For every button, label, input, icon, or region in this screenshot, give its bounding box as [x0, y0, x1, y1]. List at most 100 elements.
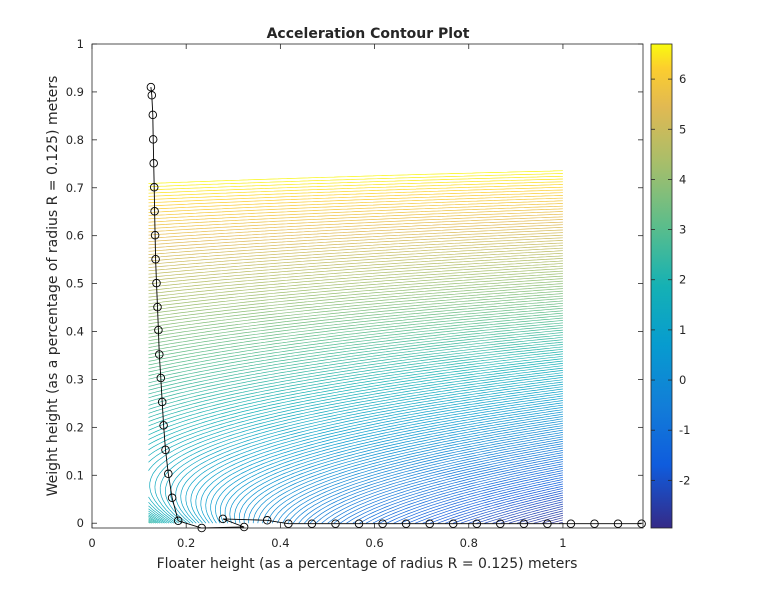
- data-point: [149, 159, 158, 168]
- colorbar-tick-label: -2: [679, 473, 690, 487]
- contour-line: [148, 170, 563, 184]
- data-point: [154, 325, 163, 335]
- contour-line: [175, 384, 563, 524]
- contour-line: [148, 355, 563, 524]
- contour-line: [148, 213, 563, 236]
- contour-line: [148, 300, 563, 348]
- data-point: [472, 519, 482, 528]
- data-point: [307, 519, 317, 528]
- contour-line: [148, 290, 563, 335]
- contour-line: [148, 334, 563, 399]
- contour-line: [148, 370, 563, 524]
- contour-line: [205, 397, 563, 524]
- contour-line: [148, 184, 563, 200]
- colorbar-tick-label: 6: [679, 72, 686, 86]
- data-point: [146, 82, 156, 92]
- contour-line: [148, 229, 563, 255]
- contour-line: [148, 221, 563, 246]
- data-point: [331, 519, 340, 528]
- contour-line: [148, 307, 563, 359]
- colorbar-tick-label: 2: [679, 273, 686, 287]
- colorbar-tick-label: 3: [679, 223, 686, 237]
- contour-line: [148, 245, 563, 275]
- data-point: [148, 135, 158, 144]
- y-tick-label: 1: [77, 37, 84, 51]
- contour-line: [148, 197, 563, 217]
- contour-line: [352, 461, 563, 524]
- data-point: [150, 206, 159, 216]
- y-tick-label: 0.4: [66, 325, 84, 339]
- contour-line: [304, 443, 563, 524]
- contour-line: [148, 226, 563, 252]
- y-axis-label: Weight height (as a percentage of radius…: [45, 76, 61, 497]
- colorbar-tick-label: 5: [679, 122, 686, 136]
- data-point: [378, 519, 387, 528]
- data-point: [284, 519, 293, 528]
- contour-line: [148, 324, 563, 384]
- y-tick-label: 0.8: [66, 133, 84, 147]
- data-point: [239, 522, 249, 532]
- data-point: [157, 397, 167, 407]
- contour-line: [238, 413, 563, 524]
- contour-line: [346, 459, 563, 524]
- contour-line: [148, 346, 563, 524]
- contour-line: [195, 393, 563, 524]
- contour-line: [508, 508, 563, 524]
- data-point: [153, 302, 162, 312]
- contour-line: [148, 270, 563, 308]
- contour-line: [148, 327, 563, 387]
- contour-line: [525, 512, 563, 524]
- contour-line: [170, 381, 563, 524]
- contour-line: [154, 374, 563, 524]
- contour-line: [148, 224, 563, 249]
- contour-line: [282, 434, 563, 524]
- data-point: [164, 469, 173, 479]
- contour-line: [148, 232, 563, 259]
- data-point: [149, 183, 159, 192]
- contour-line: [248, 418, 563, 524]
- contour-line: [339, 456, 563, 524]
- contour-line: [277, 432, 563, 524]
- contour-line: [386, 472, 563, 524]
- contour-line: [148, 263, 563, 298]
- data-point: [147, 91, 157, 100]
- contour-line: [333, 454, 563, 524]
- contour-line: [148, 353, 563, 524]
- plot-area: [92, 44, 643, 528]
- contour-line: [460, 494, 563, 524]
- contour-line: [148, 288, 563, 331]
- contour-line: [148, 351, 563, 524]
- contour-line: [148, 178, 563, 194]
- data-point: [448, 519, 458, 528]
- contour-line: [148, 205, 563, 226]
- contour-line: [148, 252, 563, 285]
- contour-line: [185, 388, 563, 524]
- contour-line: [148, 367, 563, 524]
- contour-line: [148, 278, 563, 318]
- contour-line: [327, 452, 563, 524]
- contour-line: [321, 450, 563, 524]
- contour-line: [148, 242, 563, 272]
- data-series: [146, 82, 646, 533]
- contour-line: [148, 315, 563, 369]
- contour-line: [415, 481, 563, 524]
- contour-line: [148, 336, 563, 402]
- contour-line: [148, 200, 563, 220]
- contour-line: [148, 298, 563, 345]
- data-point: [151, 254, 160, 264]
- contour-line: [500, 506, 563, 524]
- data-point: [150, 230, 160, 240]
- contour-line: [148, 332, 563, 395]
- contour-line: [267, 427, 563, 524]
- contour-line: [257, 422, 563, 524]
- data-point: [519, 519, 529, 528]
- series-line: [150, 87, 642, 529]
- data-point: [148, 110, 158, 120]
- contour-line: [148, 358, 563, 524]
- data-point: [218, 514, 228, 524]
- contour-line: [190, 390, 563, 524]
- contour-line: [148, 192, 563, 210]
- colorbar-tick-label: -1: [679, 423, 690, 437]
- contour-line: [298, 441, 563, 524]
